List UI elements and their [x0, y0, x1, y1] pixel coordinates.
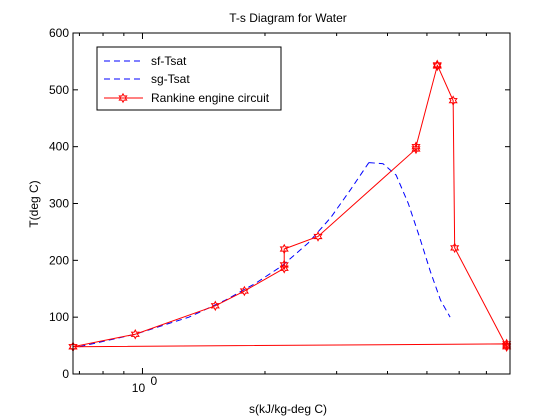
rankine-data-point	[210, 300, 220, 312]
y-axis-title: T(deg C)	[27, 180, 41, 227]
legend-label-rankine: Rankine engine circuit	[151, 91, 270, 105]
rankine-data-point	[239, 285, 249, 297]
rankine-data-point	[411, 143, 421, 155]
y-tick-label: 400	[49, 140, 69, 154]
y-tick-label: 200	[49, 253, 69, 267]
rankine-data-point	[279, 259, 289, 271]
rankine-data-point	[432, 60, 442, 72]
y-tick-label: 100	[49, 310, 69, 324]
rankine-data-point	[313, 231, 323, 242]
y-tick-label: 500	[49, 83, 69, 97]
legend-label-sg-tsat: sg-Tsat	[151, 72, 190, 86]
rankine-data-point	[432, 59, 442, 71]
rankine-data-point	[448, 95, 458, 106]
legend-hexagram-icon	[118, 92, 128, 104]
legend: sf-Tsat sg-Tsat Rankine engine circuit	[96, 46, 282, 111]
rankine-data-point	[130, 328, 140, 340]
series-line-sg-tsat	[368, 162, 451, 318]
series-line-rankine-engine-circuit	[72, 64, 508, 348]
rankine-data-point	[279, 243, 289, 255]
y-tick-label: 600	[49, 26, 69, 40]
x-axis-title: s(kJ/kg-deg C)	[249, 402, 327, 416]
series-line-sf-tsat	[79, 162, 370, 348]
x-tick-label: 10	[132, 381, 146, 395]
legend-marker-hexagram	[118, 92, 128, 104]
rankine-data-point	[450, 242, 460, 254]
legend-label-sf-tsat: sf-Tsat	[151, 54, 187, 68]
y-tick-label: 0	[62, 367, 69, 381]
rankine-data-point	[411, 141, 421, 152]
chart-title: T-s Diagram for Water	[229, 11, 347, 25]
x-tick-exponent: 0	[150, 374, 157, 388]
y-tick-label: 300	[49, 197, 69, 211]
